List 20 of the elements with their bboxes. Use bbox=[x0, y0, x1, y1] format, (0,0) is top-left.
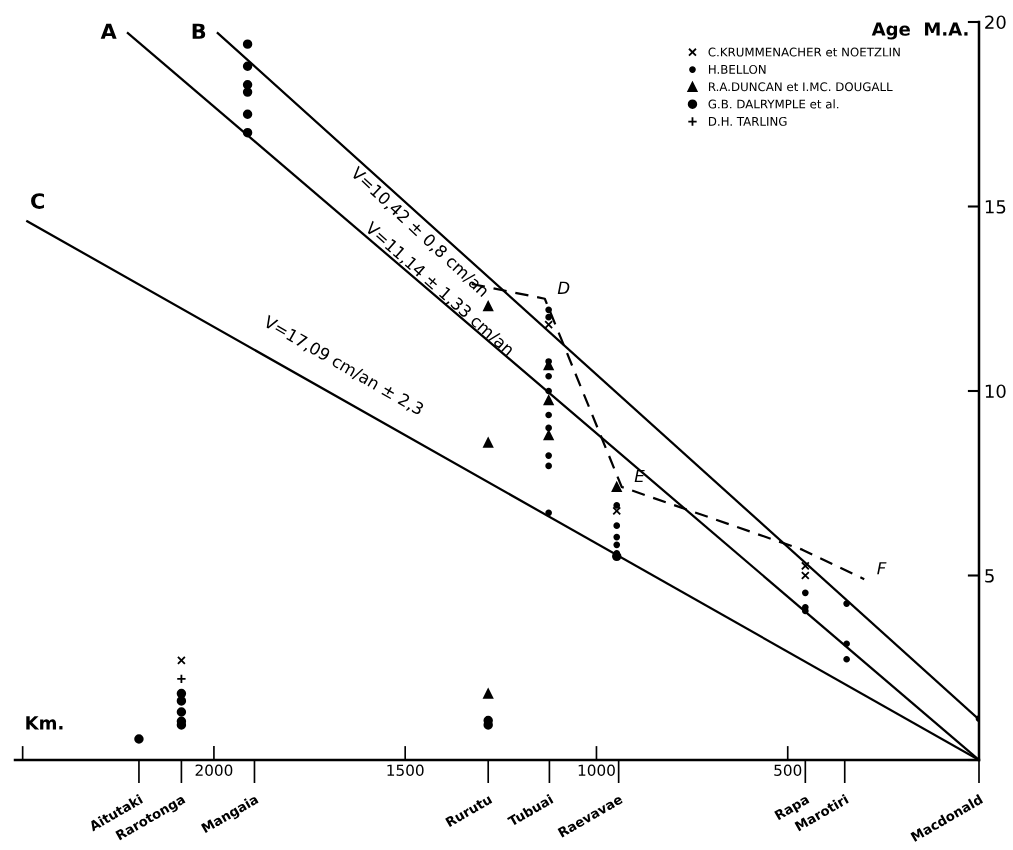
x-tick-label: 2000 bbox=[195, 764, 233, 776]
x-tick-label: 1000 bbox=[578, 764, 615, 776]
y-tick-label: 10 bbox=[985, 384, 1006, 399]
series-label: B bbox=[192, 23, 206, 39]
x-tick-label: 1500 bbox=[387, 764, 424, 776]
x-tick-label: 500 bbox=[774, 764, 802, 776]
legend-label: H.BELLON bbox=[708, 64, 766, 74]
legend-label: G.B. DALRYMPLE et al. bbox=[708, 99, 839, 109]
y-tick-label: 5 bbox=[985, 569, 994, 583]
annotation: D bbox=[557, 281, 570, 294]
series-label: C bbox=[31, 193, 44, 209]
annotation: F bbox=[877, 562, 887, 575]
legend-label: C.KRUMMENACHER et NOETZLIN bbox=[708, 47, 900, 57]
series-label: A bbox=[100, 23, 117, 39]
legend-label: D.H. TARLING bbox=[708, 116, 787, 126]
legend-label: R.A.DUNCAN et I.MC. DOUGALL bbox=[708, 82, 893, 92]
y-tick-label: 20 bbox=[985, 15, 1006, 30]
x-axis-title: Km. bbox=[26, 716, 63, 730]
y-axis-title: Age M.A. bbox=[871, 22, 968, 40]
y-tick-label: 15 bbox=[985, 200, 1006, 214]
